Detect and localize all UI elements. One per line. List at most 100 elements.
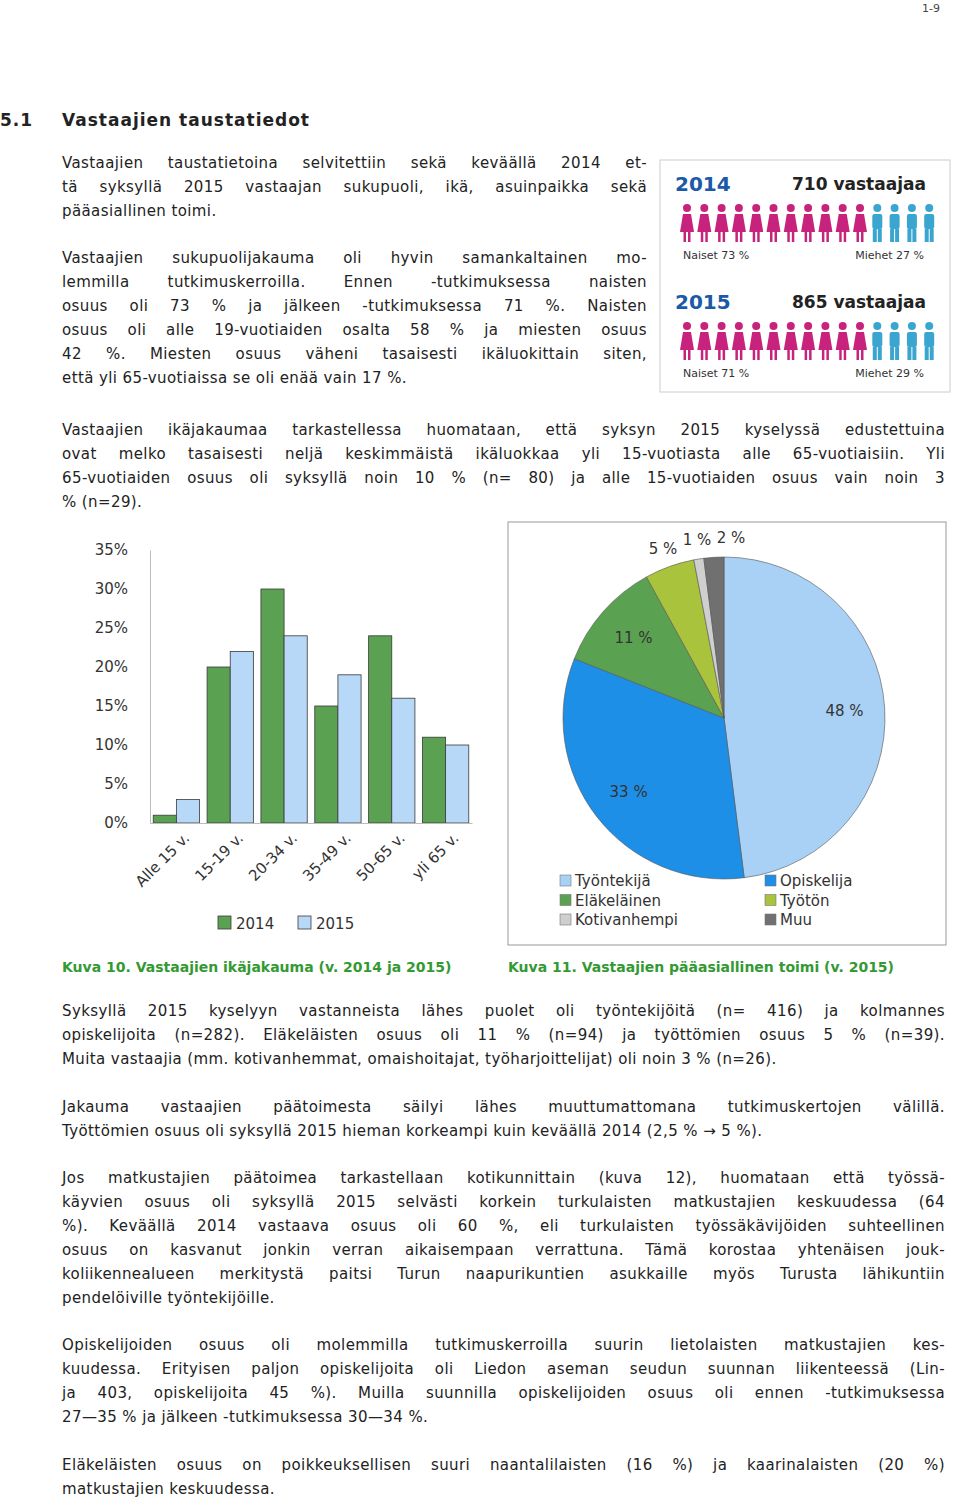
icon-head (700, 204, 708, 212)
icon-head (925, 204, 933, 212)
icon-body (732, 214, 746, 232)
caption: Kuva 10. Vastaajien ikäjakauma (v. 2014 … (62, 959, 451, 975)
icon-leg (735, 232, 738, 242)
icon-body (732, 332, 746, 350)
icon-leg (930, 347, 934, 360)
icon-woman (784, 322, 798, 360)
bar (315, 706, 338, 823)
infographic-row: 2015865 vastaajaaNaiset 71 %Miehet 29 % (675, 290, 934, 380)
text-line: pendelöiville työntekijöille. (62, 1286, 945, 1310)
text-line: matkustajien keskuudessa. (62, 1477, 945, 1501)
icon-leg (701, 350, 704, 360)
icon-leg (718, 350, 721, 360)
icon-leg (770, 350, 773, 360)
icon-body (818, 214, 832, 232)
icon-head (839, 322, 847, 330)
text-line: Vastaajien sukupuolijakauma oli hyvin sa… (62, 246, 647, 270)
icon-man (890, 204, 900, 242)
heading-title: Vastaajien taustatiedot (62, 110, 310, 130)
icon-woman (853, 322, 867, 360)
icon-woman (697, 322, 711, 360)
icon-head (873, 204, 881, 212)
text-line: Jos matkustajien päätoimea tarkastellaan… (62, 1166, 945, 1190)
icon-head (925, 322, 933, 330)
icon-head (873, 322, 881, 330)
icon-body (715, 332, 729, 350)
legend-swatch (298, 916, 311, 929)
respondents: 710 vastaajaa (792, 174, 926, 194)
icon-leg (775, 232, 778, 242)
icon-woman (818, 322, 832, 360)
icon-woman (715, 322, 729, 360)
icon-leg (861, 350, 864, 360)
icon-head (787, 322, 795, 330)
legend-label: Kotivanhempi (575, 911, 678, 929)
x-tick: Alle 15 v. (132, 823, 193, 891)
icon-leg (723, 350, 726, 360)
icon-leg (839, 350, 842, 360)
icon-leg (878, 347, 882, 360)
icon-head (856, 204, 864, 212)
icon-leg (753, 350, 756, 360)
text-line: Jakauma vastaajien päätoimesta säilyi lä… (62, 1095, 945, 1119)
icon-head (735, 204, 743, 212)
bar (446, 745, 469, 823)
icon-body (680, 214, 694, 232)
icon-leg (787, 350, 790, 360)
bar-chart: 0%5%10%15%20%25%30%35%Alle 15 v.15-19 v.… (95, 541, 473, 933)
icon-woman (767, 204, 781, 242)
icon-body (697, 332, 711, 350)
icon-leg (907, 229, 911, 242)
legend-label: 2014 (236, 915, 274, 933)
icon-body (890, 332, 900, 347)
icon-woman (801, 204, 815, 242)
y-tick-label: 35% (95, 541, 128, 559)
text-line: osuus oli 73 % ja jälkeen -tutkimuksessa… (62, 294, 647, 318)
legend-label: Työtön (779, 892, 829, 910)
icon-leg (844, 350, 847, 360)
data-labels: 48 %33 %11 %5 %1 %2 % (610, 529, 864, 801)
y-tick: 30% (95, 580, 150, 598)
text-line: tä syksyllä 2015 vastaajan sukupuoli, ik… (62, 175, 647, 199)
icon-leg (735, 350, 738, 360)
y-tick-label: 25% (95, 619, 128, 637)
page: 1-95.1Vastaajien taustatiedotVastaajien … (0, 0, 960, 1510)
year: 2015 (675, 290, 731, 314)
icon-leg (822, 232, 825, 242)
text-line: 27—35 % ja jälkeen -tutkimuksessa 30—34 … (62, 1405, 945, 1429)
icon-leg (705, 232, 708, 242)
text-line: koliikennealueen merkitystä paitsi Turun… (62, 1262, 945, 1286)
icon-head (683, 204, 691, 212)
bar (284, 636, 307, 823)
icon-head (700, 322, 708, 330)
icon-body (749, 214, 763, 232)
text-line: Vastaajien taustatietoina selvitettiin s… (62, 151, 647, 175)
icon-leg (857, 350, 860, 360)
text-line: %). Keväällä 2014 vastaava osuus oli 60 … (62, 1214, 945, 1238)
bar (338, 675, 361, 823)
y-tick-label: 15% (95, 697, 128, 715)
icon-head (856, 322, 864, 330)
icon-leg (839, 232, 842, 242)
icon-body (890, 214, 900, 229)
icon-leg (775, 350, 778, 360)
icon-leg (925, 347, 929, 360)
slice (704, 557, 724, 718)
icon-leg (805, 350, 808, 360)
y-tick: 25% (95, 619, 150, 637)
icon-body (680, 332, 694, 350)
legend-label: Eläkeläinen (575, 892, 661, 910)
men-share: Miehet 29 % (855, 367, 924, 380)
text-line: kuudessa. Erityisen paljon opiskelijoita… (62, 1357, 945, 1381)
x-tick-label: yli 65 v. (408, 829, 462, 883)
data-label: 2 % (717, 529, 746, 547)
y-tick: 10% (95, 736, 150, 754)
bar (369, 636, 392, 823)
text-line: pääasiallinen toimi. (62, 199, 647, 223)
legend-label: Opiskelija (780, 872, 852, 890)
slice (724, 557, 885, 878)
legend-label: 2015 (316, 915, 354, 933)
icon-man (872, 204, 882, 242)
icon-body (853, 332, 867, 350)
icon-leg (895, 347, 899, 360)
